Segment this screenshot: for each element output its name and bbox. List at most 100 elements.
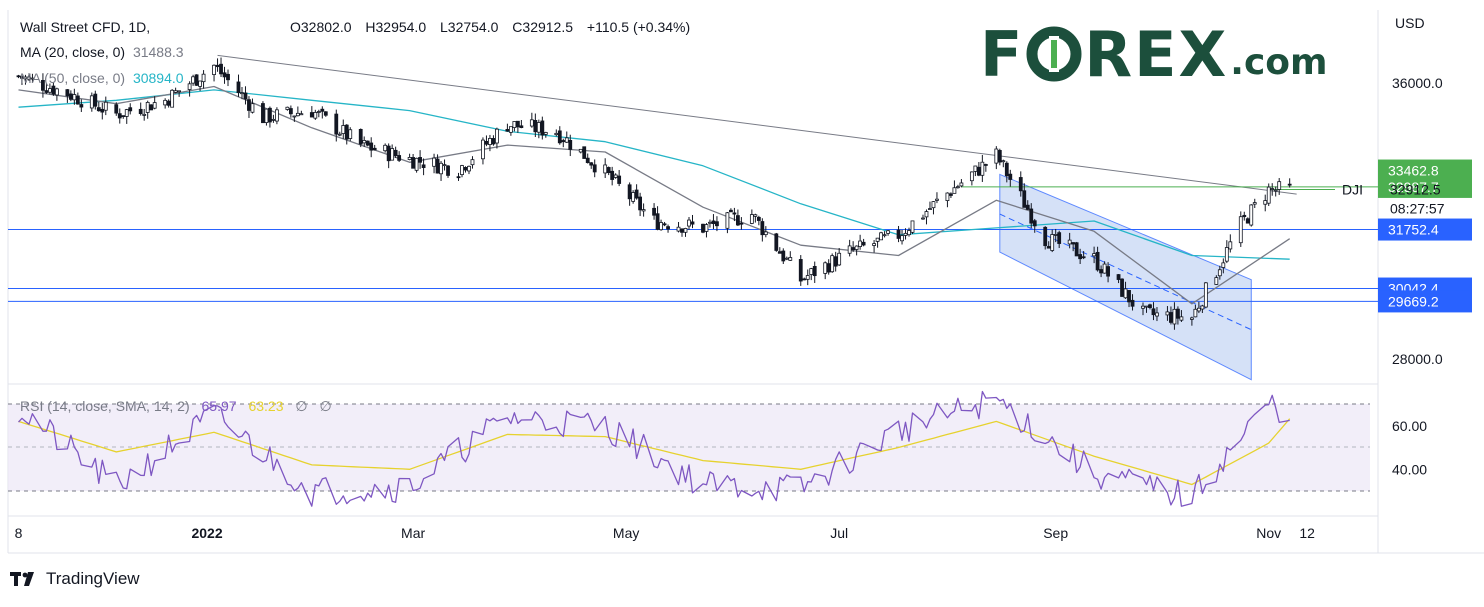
candle	[261, 101, 265, 124]
candle	[788, 251, 793, 261]
candle	[533, 113, 538, 138]
candle	[247, 96, 251, 118]
candle	[798, 255, 803, 286]
candle	[739, 217, 744, 230]
candle	[1116, 274, 1121, 284]
candle	[271, 114, 276, 123]
candle	[372, 144, 377, 151]
ma50-line[interactable]	[18, 89, 1290, 260]
ma20-label: MA (20, close, 0)	[20, 44, 126, 60]
ohlc-low: L32754.0	[440, 19, 499, 35]
candle	[51, 82, 56, 96]
candle	[861, 238, 866, 247]
level-tag-label: 32987.7	[1388, 179, 1439, 195]
channel-midline	[999, 213, 1252, 331]
candle	[830, 253, 835, 273]
candle	[805, 269, 810, 286]
candle	[1144, 305, 1149, 313]
logo-dotcom: .com	[1230, 42, 1328, 83]
candle	[288, 105, 293, 118]
time-tick-label: May	[613, 525, 639, 541]
candle	[72, 88, 77, 105]
ma20-line[interactable]	[18, 85, 1291, 305]
rsi-line[interactable]	[18, 390, 1290, 507]
candle	[725, 212, 730, 234]
candle	[292, 115, 297, 122]
candle	[952, 180, 957, 194]
ma20-legend[interactable]: MA (20, close, 0) 31488.3	[20, 44, 192, 60]
rsi-legend[interactable]: RSI (14, close, SMA, 14, 2) 65.97 63.23 …	[20, 398, 340, 415]
candle	[735, 209, 740, 227]
candle	[177, 90, 182, 97]
candle	[847, 239, 852, 257]
candle	[369, 137, 374, 158]
candle	[826, 259, 831, 275]
candle	[27, 73, 31, 81]
candle	[655, 206, 660, 231]
candle	[316, 109, 321, 118]
candle	[823, 261, 828, 280]
candle	[295, 106, 300, 117]
candle	[1179, 310, 1184, 322]
candle	[1196, 301, 1201, 314]
candle	[48, 83, 52, 95]
candle	[956, 184, 960, 189]
candle	[749, 209, 754, 225]
candle	[170, 89, 175, 108]
time-tick-label: Jul	[830, 525, 848, 541]
price-layer	[8, 54, 1378, 381]
candle	[20, 75, 24, 85]
candle	[921, 214, 925, 220]
candle	[212, 64, 216, 82]
rsi-sma-line[interactable]	[18, 418, 1291, 486]
candle	[1092, 246, 1097, 264]
candle	[638, 192, 643, 217]
candle	[753, 213, 758, 223]
candle	[680, 228, 684, 237]
candle	[1228, 234, 1233, 253]
candle	[512, 121, 517, 132]
candle	[309, 106, 314, 118]
candle	[1095, 246, 1100, 272]
candle	[1273, 186, 1278, 197]
ma50-value: 30894.0	[132, 70, 184, 86]
candle	[1067, 232, 1072, 249]
level-tag-label: 31752.4	[1388, 222, 1439, 238]
level-tag-2: 31752.4	[1378, 218, 1472, 241]
candle	[439, 161, 443, 181]
candle	[138, 102, 143, 116]
tradingview-name: TradingView	[46, 569, 140, 588]
candle	[142, 109, 147, 121]
candle	[666, 224, 670, 233]
candle	[879, 231, 883, 241]
trend-line[interactable]	[217, 54, 1297, 195]
candle	[30, 73, 35, 83]
candle	[23, 74, 28, 85]
candle	[529, 112, 534, 128]
candle	[1287, 178, 1292, 188]
candle	[1141, 302, 1145, 316]
ma50-legend[interactable]: MA (50, close, 0) 30894.0	[20, 70, 192, 86]
candle	[1245, 217, 1250, 224]
candle	[1057, 230, 1062, 249]
last-price-value: 32912.5	[1390, 182, 1441, 198]
candle	[163, 98, 168, 109]
logo-letters-rex: REX	[1084, 18, 1229, 91]
candle	[505, 123, 510, 132]
candle	[882, 231, 887, 238]
symbol-title[interactable]: Wall Street CFD, 1D,	[20, 19, 151, 35]
candle	[397, 151, 402, 163]
rsi-tick-label: 60.00	[1392, 418, 1427, 434]
candle	[65, 89, 70, 103]
candle	[1029, 203, 1034, 228]
candle	[1032, 218, 1037, 233]
candle	[690, 214, 695, 229]
tradingview-branding[interactable]: TradingView	[10, 569, 140, 589]
descending-channel[interactable]	[999, 173, 1252, 381]
candle	[1106, 262, 1110, 283]
rsi-na-1: ∅	[295, 398, 308, 414]
time-tick-label: Mar	[401, 525, 425, 541]
candle	[484, 135, 489, 147]
candle	[1238, 211, 1243, 247]
